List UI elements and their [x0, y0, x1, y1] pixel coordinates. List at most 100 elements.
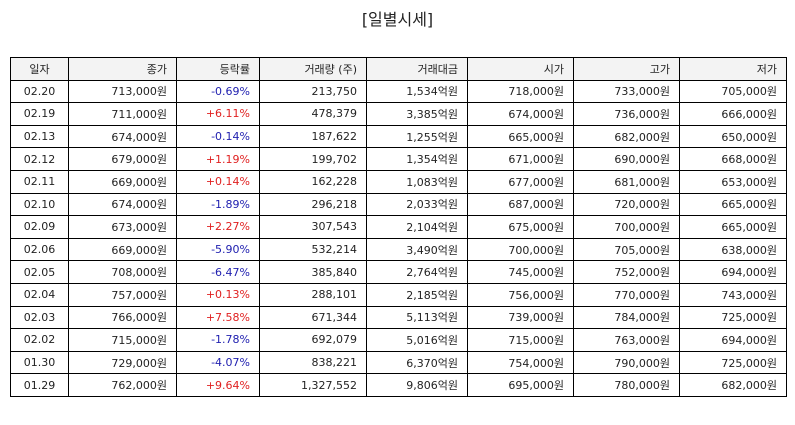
- close-cell: 673,000원: [68, 215, 177, 239]
- low-cell: 694,000원: [679, 260, 787, 284]
- page-title: [일별시세]: [361, 10, 434, 29]
- close-cell: 715,000원: [68, 328, 177, 352]
- open-cell: 671,000원: [467, 147, 574, 171]
- high-cell: 705,000원: [573, 237, 680, 262]
- low-cell: 666,000원: [679, 102, 787, 126]
- column-header-close: 종가: [68, 57, 177, 81]
- volume-cell: 213,750: [259, 79, 367, 104]
- change-cell: +7.58%: [176, 305, 260, 330]
- table-row: 01.30 729,000원 -4.07% 838,221 6,370억원 754,000…: [10, 350, 787, 375]
- volume-cell: 307,543: [259, 215, 367, 239]
- open-cell: 687,000원: [467, 192, 574, 217]
- table-header-row: 일자 종가 등락률 거래량 (주) 거래대금 시가 고가 저가: [10, 57, 787, 81]
- open-cell: 718,000원: [467, 79, 574, 104]
- low-cell: 694,000원: [679, 328, 787, 352]
- high-cell: 770,000원: [573, 282, 680, 307]
- change-cell: -0.69%: [176, 79, 260, 104]
- change-cell: +9.64%: [176, 373, 260, 397]
- change-cell: -6.47%: [176, 260, 260, 284]
- close-cell: 762,000원: [68, 373, 177, 397]
- high-cell: 682,000원: [573, 124, 680, 149]
- date-cell: 02.19: [10, 102, 69, 126]
- table-row: 01.29 762,000원 +9.64% 1,327,552 9,806억원 695,0…: [10, 373, 787, 397]
- amount-cell: 1,354억원: [366, 147, 468, 171]
- amount-cell: 2,033억원: [366, 192, 468, 217]
- low-cell: 682,000원: [679, 373, 787, 397]
- daily-price-table: 일자 종가 등락률 거래량 (주) 거래대금 시가 고가 저가 02.20 713…: [10, 57, 787, 397]
- high-cell: 681,000원: [573, 169, 680, 194]
- volume-cell: 478,379: [259, 102, 367, 126]
- high-cell: 763,000원: [573, 328, 680, 352]
- open-cell: 665,000원: [467, 124, 574, 149]
- table-row: 02.09 673,000원 +2.27% 307,543 2,104억원 675,000…: [10, 215, 787, 239]
- change-cell: -4.07%: [176, 350, 260, 375]
- date-cell: 02.11: [10, 169, 69, 194]
- date-cell: 02.13: [10, 124, 69, 149]
- table-row: 02.05 708,000원 -6.47% 385,840 2,764억원 745,000…: [10, 260, 787, 284]
- close-cell: 669,000원: [68, 237, 177, 262]
- table-row: 02.10 674,000원 -1.89% 296,218 2,033억원 687,000…: [10, 192, 787, 217]
- volume-cell: 296,218: [259, 192, 367, 217]
- close-cell: 757,000원: [68, 282, 177, 307]
- high-cell: 700,000원: [573, 215, 680, 239]
- close-cell: 669,000원: [68, 169, 177, 194]
- date-cell: 02.04: [10, 282, 69, 307]
- close-cell: 708,000원: [68, 260, 177, 284]
- volume-cell: 1,327,552: [259, 373, 367, 397]
- close-cell: 766,000원: [68, 305, 177, 330]
- column-header-amount: 거래대금: [366, 57, 468, 81]
- amount-cell: 1,255억원: [366, 124, 468, 149]
- amount-cell: 5,016억원: [366, 328, 468, 352]
- amount-cell: 9,806억원: [366, 373, 468, 397]
- change-cell: +0.13%: [176, 282, 260, 307]
- amount-cell: 5,113억원: [366, 305, 468, 330]
- open-cell: 715,000원: [467, 328, 574, 352]
- low-cell: 743,000원: [679, 282, 787, 307]
- column-header-low: 저가: [679, 57, 787, 81]
- amount-cell: 2,185억원: [366, 282, 468, 307]
- volume-cell: 532,214: [259, 237, 367, 262]
- low-cell: 653,000원: [679, 169, 787, 194]
- date-cell: 02.20: [10, 79, 69, 104]
- high-cell: 720,000원: [573, 192, 680, 217]
- high-cell: 690,000원: [573, 147, 680, 171]
- table-row: 02.04 757,000원 +0.13% 288,101 2,185억원 756,000…: [10, 282, 787, 307]
- amount-cell: 2,764억원: [366, 260, 468, 284]
- volume-cell: 385,840: [259, 260, 367, 284]
- volume-cell: 187,622: [259, 124, 367, 149]
- high-cell: 733,000원: [573, 79, 680, 104]
- low-cell: 665,000원: [679, 215, 787, 239]
- amount-cell: 1,534억원: [366, 79, 468, 104]
- high-cell: 780,000원: [573, 373, 680, 397]
- date-cell: 02.10: [10, 192, 69, 217]
- open-cell: 745,000원: [467, 260, 574, 284]
- date-cell: 02.05: [10, 260, 69, 284]
- date-cell: 01.30: [10, 350, 69, 375]
- date-cell: 02.12: [10, 147, 69, 171]
- table-row: 02.11 669,000원 +0.14% 162,228 1,083억원 677,000…: [10, 169, 787, 194]
- date-cell: 02.09: [10, 215, 69, 239]
- column-header-date: 일자: [10, 57, 69, 81]
- high-cell: 736,000원: [573, 102, 680, 126]
- open-cell: 677,000원: [467, 169, 574, 194]
- volume-cell: 162,228: [259, 169, 367, 194]
- low-cell: 725,000원: [679, 305, 787, 330]
- change-cell: +2.27%: [176, 215, 260, 239]
- amount-cell: 2,104억원: [366, 215, 468, 239]
- change-cell: -1.89%: [176, 192, 260, 217]
- column-header-open: 시가: [467, 57, 574, 81]
- volume-cell: 838,221: [259, 350, 367, 375]
- close-cell: 729,000원: [68, 350, 177, 375]
- amount-cell: 6,370억원: [366, 350, 468, 375]
- column-header-volume: 거래량 (주): [259, 57, 367, 81]
- low-cell: 638,000원: [679, 237, 787, 262]
- volume-cell: 199,702: [259, 147, 367, 171]
- low-cell: 705,000원: [679, 79, 787, 104]
- amount-cell: 3,385억원: [366, 102, 468, 126]
- column-header-high: 고가: [573, 57, 680, 81]
- volume-cell: 671,344: [259, 305, 367, 330]
- open-cell: 674,000원: [467, 102, 574, 126]
- table-row: 02.19 711,000원 +6.11% 478,379 3,385억원 674,000…: [10, 102, 787, 126]
- table-row: 02.06 669,000원 -5.90% 532,214 3,490억원 700,000…: [10, 237, 787, 262]
- date-cell: 01.29: [10, 373, 69, 397]
